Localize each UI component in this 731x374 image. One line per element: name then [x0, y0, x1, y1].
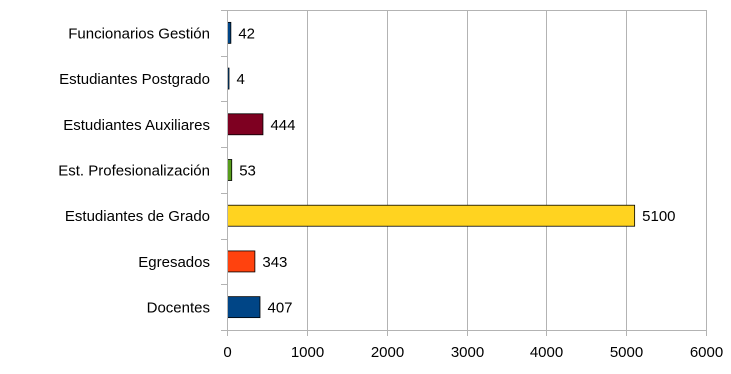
axes: [221, 10, 707, 336]
x-tick-label: 1000: [291, 344, 324, 361]
category-label: Funcionarios Gestión: [68, 25, 210, 42]
bar: [227, 296, 261, 319]
data-label: 343: [262, 254, 287, 271]
x-tick-labels: 0 1000 2000 3000 4000 5000 6000: [223, 344, 723, 361]
category-label: Estudiantes Postgrado: [59, 71, 210, 88]
data-label: 4: [237, 71, 245, 88]
bars: [227, 21, 636, 319]
category-label: Est. Profesionalización: [58, 163, 210, 180]
bar: [227, 21, 232, 44]
x-tick-label: 2000: [371, 344, 404, 361]
bar: [227, 113, 264, 136]
category-label: Egresados: [138, 254, 210, 271]
category-labels: Funcionarios Gestión Estudiantes Postgrad…: [58, 25, 210, 316]
bar: [227, 204, 636, 227]
x-tick-label: 4000: [530, 344, 563, 361]
data-label: 5100: [642, 208, 675, 225]
data-label: 444: [270, 117, 295, 134]
x-tick-label: 5000: [610, 344, 643, 361]
x-tick-label: 3000: [451, 344, 484, 361]
x-tick-label: 0: [223, 344, 231, 361]
category-label: Estudiantes Auxiliares: [63, 117, 210, 134]
category-label: Docentes: [147, 300, 210, 317]
category-label: Estudiantes de Grado: [65, 208, 210, 225]
bar: [227, 159, 233, 181]
bar: [227, 250, 256, 273]
x-tick-label: 6000: [690, 344, 723, 361]
data-label: 53: [239, 163, 256, 180]
gridlines: [307, 10, 707, 330]
data-label: 42: [238, 25, 255, 42]
data-label: 407: [267, 300, 292, 317]
